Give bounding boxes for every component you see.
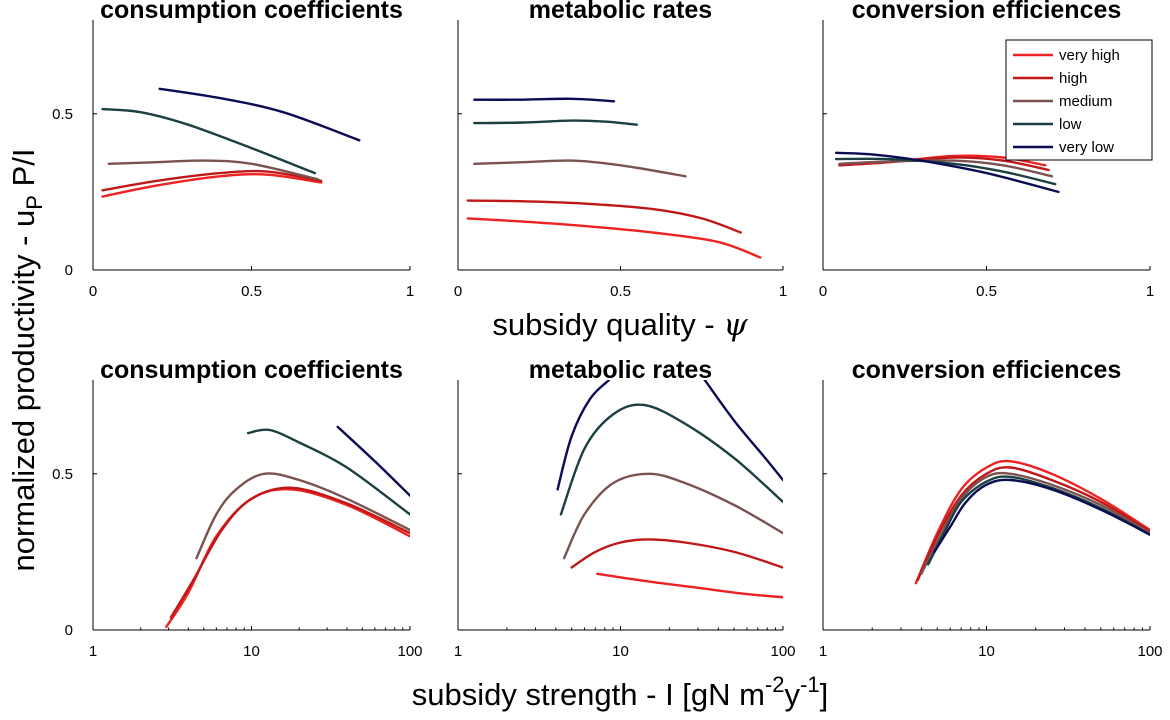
panel-title: consumption coefficients (100, 356, 403, 384)
panel-title: conversion efficiences (852, 0, 1122, 24)
psi-symbol: ψ (723, 307, 748, 343)
x-tick-label: 10 (243, 643, 260, 660)
series-line-very-high (165, 487, 410, 629)
x-tick-label: 1 (1146, 283, 1154, 300)
x-tick-label: 1 (779, 283, 787, 300)
x-tick-label: 1 (406, 283, 414, 300)
unit-superscript-2: -1 (800, 672, 820, 697)
x-tick-label: 100 (770, 643, 795, 660)
legend-item-low: low (1013, 116, 1082, 133)
x-tick-label: 0 (89, 283, 97, 300)
x-tick-label: 1 (819, 643, 827, 660)
y-tick-label: 0.5 (52, 466, 73, 483)
unit-superscript-1: -2 (765, 672, 785, 697)
panel-2: metabolic rates 0 0.5 1 (454, 0, 787, 300)
panel-title: metabolic rates (529, 356, 712, 384)
x-tick-label: 100 (1137, 643, 1162, 660)
legend-label: very low (1059, 139, 1114, 156)
x-tick-label: 10 (612, 643, 629, 660)
panel-title: conversion efficiences (852, 356, 1122, 384)
series-line-low (473, 119, 638, 126)
x-axis-label-bottom: subsidy strength - I [gN m-2y-1] (412, 672, 828, 712)
legend-item-very-low: very low (1013, 139, 1114, 156)
legend: very high high medium low very low (1005, 39, 1153, 161)
series-line-medium (107, 159, 320, 181)
legend-item-high: high (1013, 70, 1087, 87)
panel-3: conversion efficiences 0 0.5 1 (819, 0, 1154, 300)
series-line-low (246, 428, 410, 516)
legend-label: high (1059, 70, 1087, 87)
y-tick-label: 0.5 (52, 106, 73, 123)
panel-5: metabolic rates 1 10 100 (454, 356, 796, 660)
legend-label: medium (1059, 93, 1112, 110)
series-layer (101, 87, 361, 198)
x-tick-label: 0 (454, 283, 462, 300)
series-line-very-high (596, 572, 783, 599)
series-line-medium (195, 472, 410, 560)
x-tick-label: 0.5 (976, 283, 997, 300)
series-line-very-low (336, 425, 410, 497)
panel-6: conversion efficiences 1 10 100 (819, 356, 1163, 660)
series-line-very-low (158, 87, 361, 142)
x-tick-label: 1 (454, 643, 462, 660)
series-line-very-high (466, 217, 762, 259)
series-line-low (834, 157, 1057, 186)
unit-end: ] (820, 677, 829, 712)
y-tick-label: 0 (65, 622, 73, 639)
series-layer (165, 425, 410, 629)
series-line-low (101, 107, 317, 175)
series-line-high (101, 169, 323, 192)
series-line-very-low (473, 97, 616, 103)
y-axis-label-subscript: P (22, 195, 47, 210)
legend-label: very high (1059, 47, 1120, 64)
y-axis-label-main: normalized productivity - u (6, 210, 41, 572)
panel-title: consumption coefficients (100, 0, 403, 24)
series-line-very-low (703, 380, 783, 482)
series-line-very-low (834, 151, 1060, 194)
series-layer (556, 380, 783, 599)
x-tick-label: 0 (819, 283, 827, 300)
x-tick-label: 100 (397, 643, 422, 660)
y-axis-label: normalized productivity - uP P/I (6, 148, 47, 571)
series-line-high (169, 486, 410, 619)
unit-mid: y (785, 677, 801, 712)
series-line-medium (562, 472, 783, 560)
x-axis-label-top-text: subsidy quality - (492, 307, 723, 342)
x-axis-label-top: subsidy quality - ψ (492, 307, 748, 343)
series-line-very-high (914, 459, 1150, 585)
panel-4: consumption coefficients 0 0.5 1 10 100 (52, 356, 422, 660)
panel-title: metabolic rates (529, 0, 712, 24)
x-tick-label: 0.5 (610, 283, 631, 300)
legend-label: low (1059, 116, 1082, 133)
x-tick-label: 10 (978, 643, 995, 660)
series-line-high (466, 199, 742, 234)
series-layer (834, 151, 1060, 194)
series-line-high (916, 466, 1150, 582)
y-axis-label-tail: P/I (6, 148, 41, 195)
legend-item-very-high: very high (1013, 47, 1120, 64)
series-line-low (559, 403, 783, 516)
series-line-high (570, 538, 783, 569)
series-line-medium (920, 471, 1150, 575)
panel-1: consumption coefficients 0 0.5 0 0.5 1 (52, 0, 414, 300)
series-line-very-low (933, 478, 1150, 554)
y-tick-label: 0 (65, 262, 73, 279)
series-line-medium (838, 159, 1054, 178)
series-line-low (927, 475, 1150, 566)
series-line-medium (473, 159, 687, 178)
x-axis-label-bottom-text: subsidy strength - I [gN m (412, 677, 765, 712)
x-tick-label: 0.5 (241, 283, 262, 300)
series-layer (914, 459, 1150, 585)
x-tick-label: 1 (89, 643, 97, 660)
series-line-very-low (556, 380, 611, 491)
series-line-very-high (101, 173, 323, 198)
series-layer (466, 97, 762, 259)
legend-item-medium: medium (1013, 93, 1112, 110)
